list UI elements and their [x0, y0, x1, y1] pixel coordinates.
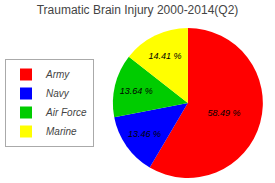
- svg-text:13.46 %: 13.46 %: [128, 129, 161, 139]
- svg-text:13.64 %: 13.64 %: [120, 86, 153, 96]
- svg-text:Navy: Navy: [46, 88, 70, 99]
- svg-text:14.41 %: 14.41 %: [149, 51, 182, 61]
- svg-text:58.49 %: 58.49 %: [208, 108, 241, 118]
- svg-text:Traumatic Brain Injury 2000-20: Traumatic Brain Injury 2000-2014(Q2): [37, 3, 239, 17]
- svg-text:Marine: Marine: [46, 126, 77, 137]
- svg-text:Air Force: Air Force: [45, 107, 87, 118]
- svg-text:Army: Army: [45, 69, 70, 80]
